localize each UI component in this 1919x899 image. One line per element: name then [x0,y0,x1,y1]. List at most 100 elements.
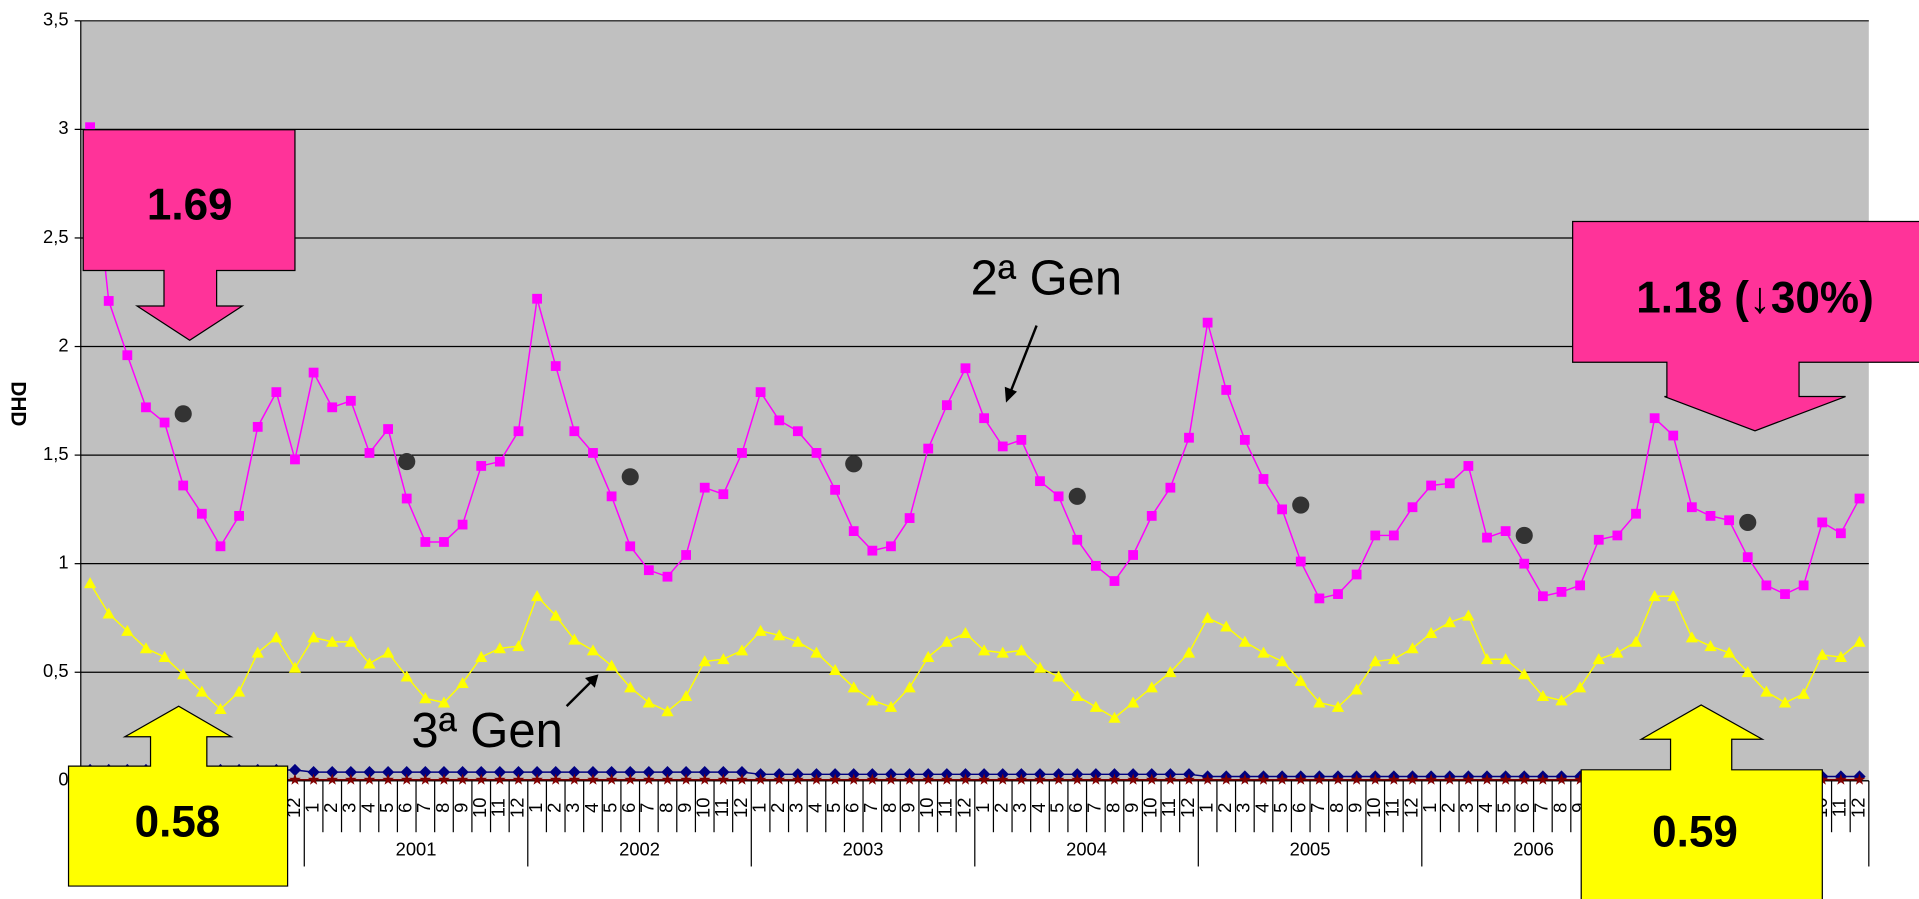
marker [736,773,748,785]
marker [755,387,766,398]
marker [1332,773,1344,785]
x-tick-label: 9 [1344,803,1365,813]
y-tick-label: 1,5 [43,443,69,464]
marker [810,773,823,785]
marker [642,766,655,779]
marker [568,773,581,785]
marker [1407,502,1418,513]
marker [1443,616,1456,628]
marker [1537,591,1548,602]
x-tick-label: 10 [469,798,490,818]
marker [1499,653,1512,665]
marker [941,773,953,785]
x-tick-label: 10 [916,798,937,818]
x-tick-label: 6 [1289,803,1310,813]
callout-label: 0.59 [1652,807,1738,856]
marker [1369,773,1382,785]
marker [717,766,730,779]
marker [475,766,488,779]
marker [270,631,283,643]
marker [326,635,339,647]
marker [363,773,376,785]
marker [493,642,506,654]
marker [420,537,431,547]
marker [1444,478,1455,489]
x-tick-label: 2 [1214,803,1235,813]
marker [456,676,469,688]
marker [289,773,301,785]
marker [568,766,581,779]
callout-box [82,129,296,341]
x-tick-label: 4 [1475,803,1496,813]
marker [1350,683,1363,695]
marker [456,766,469,779]
marker [959,773,972,785]
marker [1071,773,1084,785]
marker [400,766,413,779]
year-label: 2001 [396,838,437,859]
marker [419,766,432,779]
marker [680,773,692,785]
marker [811,448,822,458]
x-tick-label: 1 [1195,803,1216,813]
callout-label: 1.18 (↓30%) [1636,274,1873,323]
marker [1201,773,1214,785]
x-tick-label: 11 [1829,798,1850,817]
marker [679,766,693,779]
annotation: 3ª Gen [411,704,562,758]
marker [381,646,395,658]
marker [102,607,115,619]
x-tick-label: 1 [1419,803,1440,813]
marker [1127,773,1139,785]
marker [1275,655,1289,667]
marker [1835,773,1847,785]
marker [159,417,170,428]
marker [1071,690,1084,702]
x-tick-label: 5 [599,803,620,813]
marker [1146,511,1157,521]
marker [791,635,804,647]
marker [774,415,785,426]
marker [326,766,339,779]
marker [1741,666,1754,678]
marker [1649,413,1660,424]
marker [829,773,841,785]
marker [754,624,767,636]
marker [307,766,320,779]
x-tick-label: 10 [1140,798,1161,818]
x-tick-label: 6 [1065,803,1086,813]
x-tick-label: 8 [432,803,453,813]
marker [735,766,749,779]
marker [530,766,544,779]
y-axis-label: DHD [7,381,30,426]
marker [1406,773,1419,785]
marker [381,766,395,779]
marker [174,405,192,423]
marker [419,692,432,704]
marker [1313,773,1326,785]
marker [1518,668,1531,680]
marker [1182,646,1196,658]
marker [103,296,114,306]
x-tick-label: 10 [1363,798,1384,818]
marker [568,633,581,645]
x-tick-label: 4 [581,803,602,813]
marker [830,484,841,495]
x-tick-label: 11 [711,798,732,817]
marker [941,400,952,411]
marker [1257,646,1270,658]
marker [848,526,859,536]
marker [288,661,302,673]
marker [978,773,990,785]
marker [196,508,207,519]
marker [643,773,655,785]
annotation-arrow [1008,325,1038,395]
year-label: 2004 [1066,838,1107,859]
marker [996,773,1009,785]
marker [1164,773,1177,785]
marker [1835,528,1846,539]
x-tick-label: 9 [897,803,918,813]
marker [1515,526,1533,545]
